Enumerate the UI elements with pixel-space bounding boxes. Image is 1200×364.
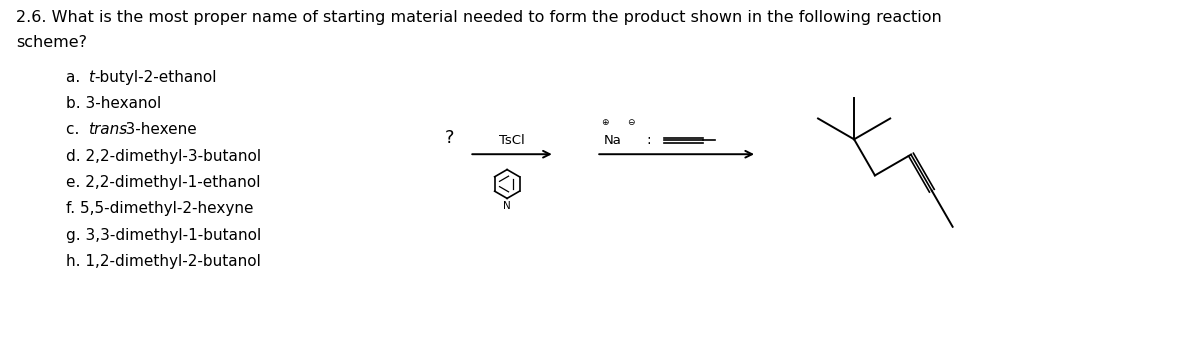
Text: Na: Na xyxy=(605,134,622,147)
Text: g. 3,3-dimethyl-1-butanol: g. 3,3-dimethyl-1-butanol xyxy=(66,228,262,243)
Text: -3-hexene: -3-hexene xyxy=(120,122,197,138)
Text: d. 2,2-dimethyl-3-butanol: d. 2,2-dimethyl-3-butanol xyxy=(66,149,260,164)
Text: e. 2,2-dimethyl-1-ethanol: e. 2,2-dimethyl-1-ethanol xyxy=(66,175,260,190)
Text: :: : xyxy=(646,133,650,147)
Text: ⊖: ⊖ xyxy=(628,118,635,127)
Text: t: t xyxy=(88,70,94,85)
Text: N: N xyxy=(503,201,511,211)
Text: trans: trans xyxy=(88,122,127,138)
Text: h. 1,2-dimethyl-2-butanol: h. 1,2-dimethyl-2-butanol xyxy=(66,254,260,269)
Text: ?: ? xyxy=(445,129,455,147)
Text: ⊕: ⊕ xyxy=(601,118,608,127)
Text: a.: a. xyxy=(66,70,85,85)
Text: f. 5,5-dimethyl-2-hexyne: f. 5,5-dimethyl-2-hexyne xyxy=(66,201,253,216)
Text: TsCl: TsCl xyxy=(499,134,524,147)
Text: c.: c. xyxy=(66,122,84,138)
Text: 2.6. What is the most proper name of starting material needed to form the produc: 2.6. What is the most proper name of sta… xyxy=(17,10,942,25)
Text: -butyl-2-ethanol: -butyl-2-ethanol xyxy=(94,70,216,85)
Text: scheme?: scheme? xyxy=(17,35,88,50)
Text: b. 3-hexanol: b. 3-hexanol xyxy=(66,96,161,111)
